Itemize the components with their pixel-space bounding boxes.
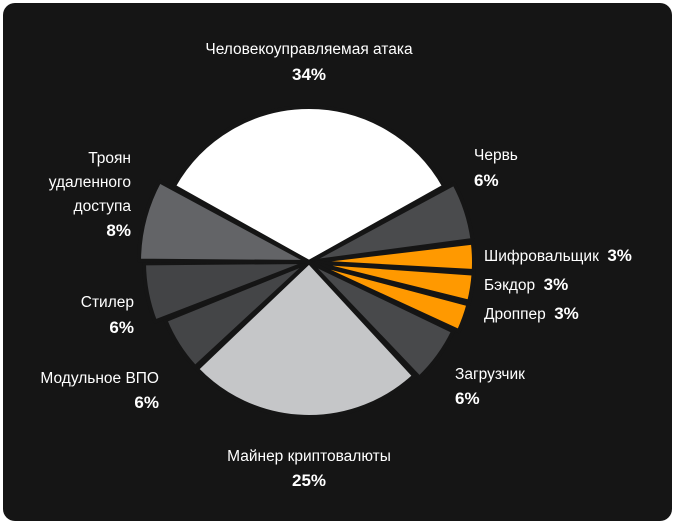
slice-label: Майнер криптовалюты [227,448,391,465]
pie-slice [163,260,311,370]
slice-label: Червь [474,147,518,164]
label-modular: Модульное ВПО 6% [40,370,159,412]
label-loader: Загрузчик 6% [455,366,525,408]
slice-label: Шифровальщик [484,248,599,265]
slice-label: Троян [88,150,131,167]
label-human-attack: Человекоуправляемая атака 34% [205,41,413,84]
slice-percent: 3% [554,304,579,323]
pie-slices [137,104,476,419]
pie-slice [171,104,447,264]
slice-percent: 25% [292,471,326,490]
pie-chart: Человекоуправляемая атака 34% Червь 6% Ш… [40,41,632,490]
label-worm: Червь 6% [474,147,518,190]
slice-label: Загрузчик [455,366,525,383]
label-stealer: Стилер 6% [81,294,134,337]
slice-percent: 3% [607,246,632,265]
slice-percent: 6% [109,318,134,337]
slice-percent: 8% [106,221,131,240]
slice-percent: 6% [134,393,159,412]
label-rat: Троян удаленного доступа 8% [49,150,132,240]
slice-label: доступа [74,198,132,215]
pie-slice [307,260,456,380]
slice-percent: 6% [474,171,499,190]
pie-slice [194,260,417,419]
slice-label: Модульное ВПО [40,370,159,387]
slice-label: Человекоуправляемая атака [205,41,413,58]
pie-slice [142,260,311,324]
label-miner: Майнер криптовалюты 25% [227,448,391,490]
slice-percent: 6% [455,389,480,408]
pie-slice [137,179,311,264]
slice-percent: 3% [544,275,569,294]
pie-slice [307,181,475,264]
slice-label: удаленного [49,174,131,191]
label-backdoor: Бэкдор 3% [484,275,568,294]
slice-label: Дроппер [484,306,546,323]
slice-label: Бэкдор [484,277,535,294]
slice-label: Стилер [81,294,134,311]
slice-percent: 34% [292,65,326,84]
chart-card: Человекоуправляемая атака 34% Червь 6% Ш… [3,3,672,521]
label-ransomware: Шифровальщик 3% [484,246,632,265]
label-dropper: Дроппер 3% [484,304,579,323]
